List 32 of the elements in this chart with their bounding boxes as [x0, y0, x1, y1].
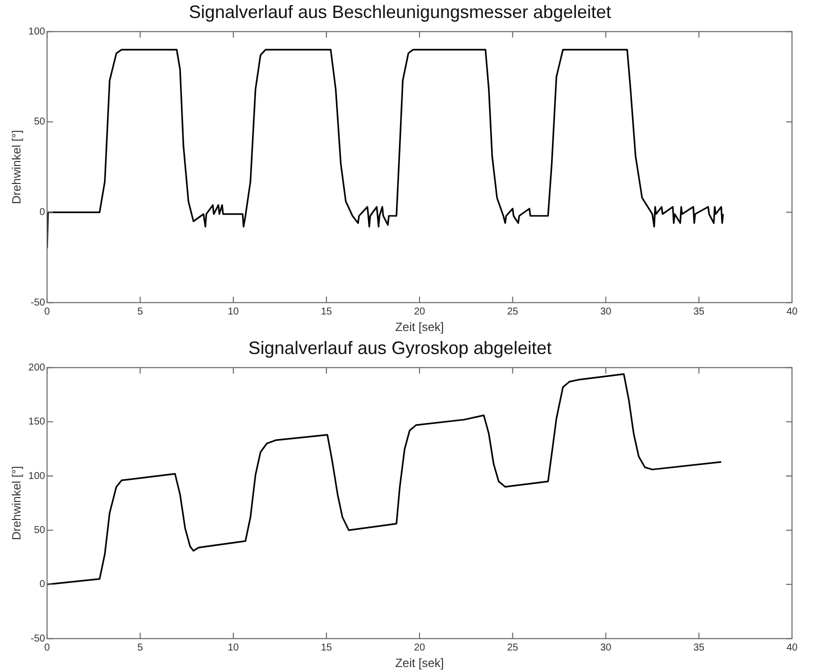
y-tick-label: 100 [28, 26, 46, 38]
x-tick-label: 35 [693, 306, 705, 318]
x-tick-label: 40 [786, 642, 798, 654]
y-axis-title: Drehwinkel [°] [10, 130, 24, 204]
x-tick-label: 25 [507, 642, 519, 654]
x-tick-label: 5 [137, 306, 144, 318]
x-tick-label: 25 [507, 306, 519, 318]
y-tick-label: 0 [40, 579, 46, 590]
y-axis-title: Drehwinkel [°] [10, 466, 24, 540]
x-tick-label: 40 [786, 306, 798, 318]
x-tick-label: 10 [228, 642, 240, 654]
x-tick-label: 20 [414, 306, 426, 318]
x-axis-title: Zeit [sek] [395, 320, 444, 334]
y-tick-label: 50 [34, 116, 46, 128]
x-tick-label: 10 [228, 306, 240, 318]
x-tick-label: 20 [414, 642, 426, 654]
y-tick-label: -50 [30, 297, 46, 308]
y-tick-label: 50 [34, 524, 46, 536]
chart-title: Signalverlauf aus Gyroskop abgeleitet [248, 338, 552, 358]
y-tick-label: -50 [30, 633, 46, 644]
y-tick-label: 100 [28, 470, 46, 482]
x-axis-title: Zeit [sek] [395, 656, 444, 670]
x-tick-label: 30 [600, 642, 612, 654]
chart-title: Signalverlauf aus Beschleunigungsmesser abgeleitet [188, 2, 612, 22]
y-tick-label: 0 [40, 207, 46, 218]
x-tick-label: 30 [600, 306, 612, 318]
x-tick-label: 15 [320, 306, 332, 318]
x-tick-label: 35 [693, 642, 705, 654]
x-tick-label: 15 [320, 642, 332, 654]
x-tick-label: 5 [137, 642, 144, 654]
y-tick-label: 200 [28, 362, 46, 374]
y-tick-label: 150 [28, 416, 46, 428]
